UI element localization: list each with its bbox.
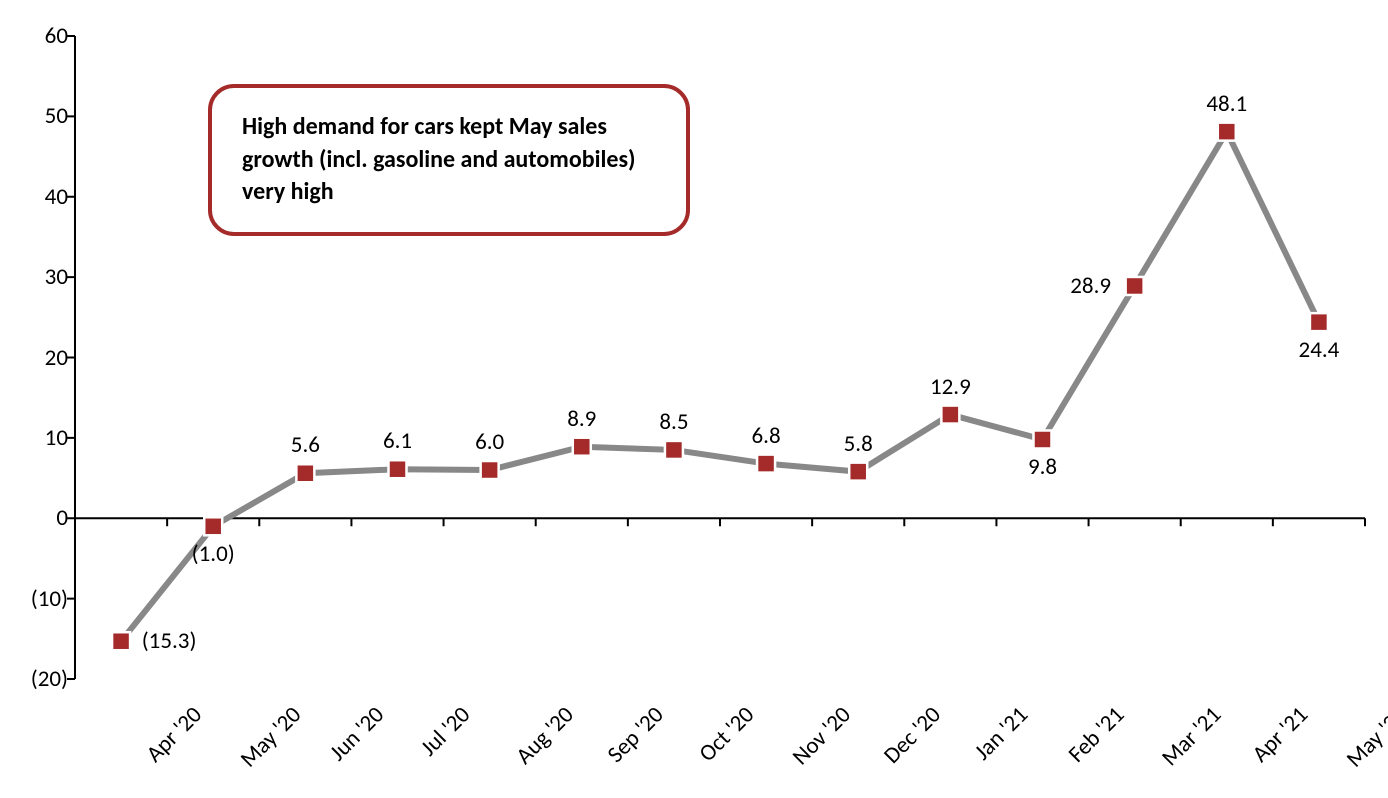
series-data-label: 8.5 xyxy=(659,408,688,436)
series-data-label: 24.4 xyxy=(1299,336,1340,364)
y-tick-label: 10 xyxy=(0,424,68,452)
series-marker xyxy=(296,464,314,482)
sales-growth-chart: (20)(10)0102030405060Apr '20May '20Jun '… xyxy=(0,0,1388,798)
series-marker xyxy=(757,455,775,473)
series-data-label: 8.9 xyxy=(567,405,596,433)
series-data-label: 6.1 xyxy=(383,427,412,455)
series-data-label: 6.8 xyxy=(752,422,781,450)
series-marker xyxy=(1310,313,1328,331)
series-marker xyxy=(481,461,499,479)
series-data-label: (15.3) xyxy=(142,627,197,655)
series-marker xyxy=(112,632,130,650)
y-tick-label: (20) xyxy=(0,665,68,693)
y-tick-label: 20 xyxy=(0,344,68,372)
y-tick-label: 50 xyxy=(0,102,68,130)
series-data-label: 5.8 xyxy=(844,430,873,458)
series-data-label: 28.9 xyxy=(1070,272,1111,300)
series-marker xyxy=(204,517,222,535)
callout-box: High demand for cars kept May sales grow… xyxy=(208,84,690,236)
series-marker xyxy=(665,441,683,459)
series-data-label: 6.0 xyxy=(475,428,504,456)
y-tick-label: (10) xyxy=(0,585,68,613)
callout-text: High demand for cars kept May sales grow… xyxy=(242,111,656,208)
series-data-label: 5.6 xyxy=(291,431,320,459)
series-marker xyxy=(389,460,407,478)
series-marker xyxy=(1126,277,1144,295)
y-tick-label: 30 xyxy=(0,263,68,291)
y-tick-label: 40 xyxy=(0,183,68,211)
series-data-label: 12.9 xyxy=(930,373,971,401)
series-data-label: (1.0) xyxy=(192,540,235,568)
series-data-label: 48.1 xyxy=(1206,90,1247,118)
series-marker xyxy=(849,463,867,481)
series-marker xyxy=(941,406,959,424)
y-tick-label: 0 xyxy=(0,504,68,532)
series-marker xyxy=(1034,430,1052,448)
series-marker xyxy=(1218,123,1236,141)
series-marker xyxy=(573,438,591,456)
y-tick-label: 60 xyxy=(0,22,68,50)
series-data-label: 9.8 xyxy=(1028,453,1057,481)
